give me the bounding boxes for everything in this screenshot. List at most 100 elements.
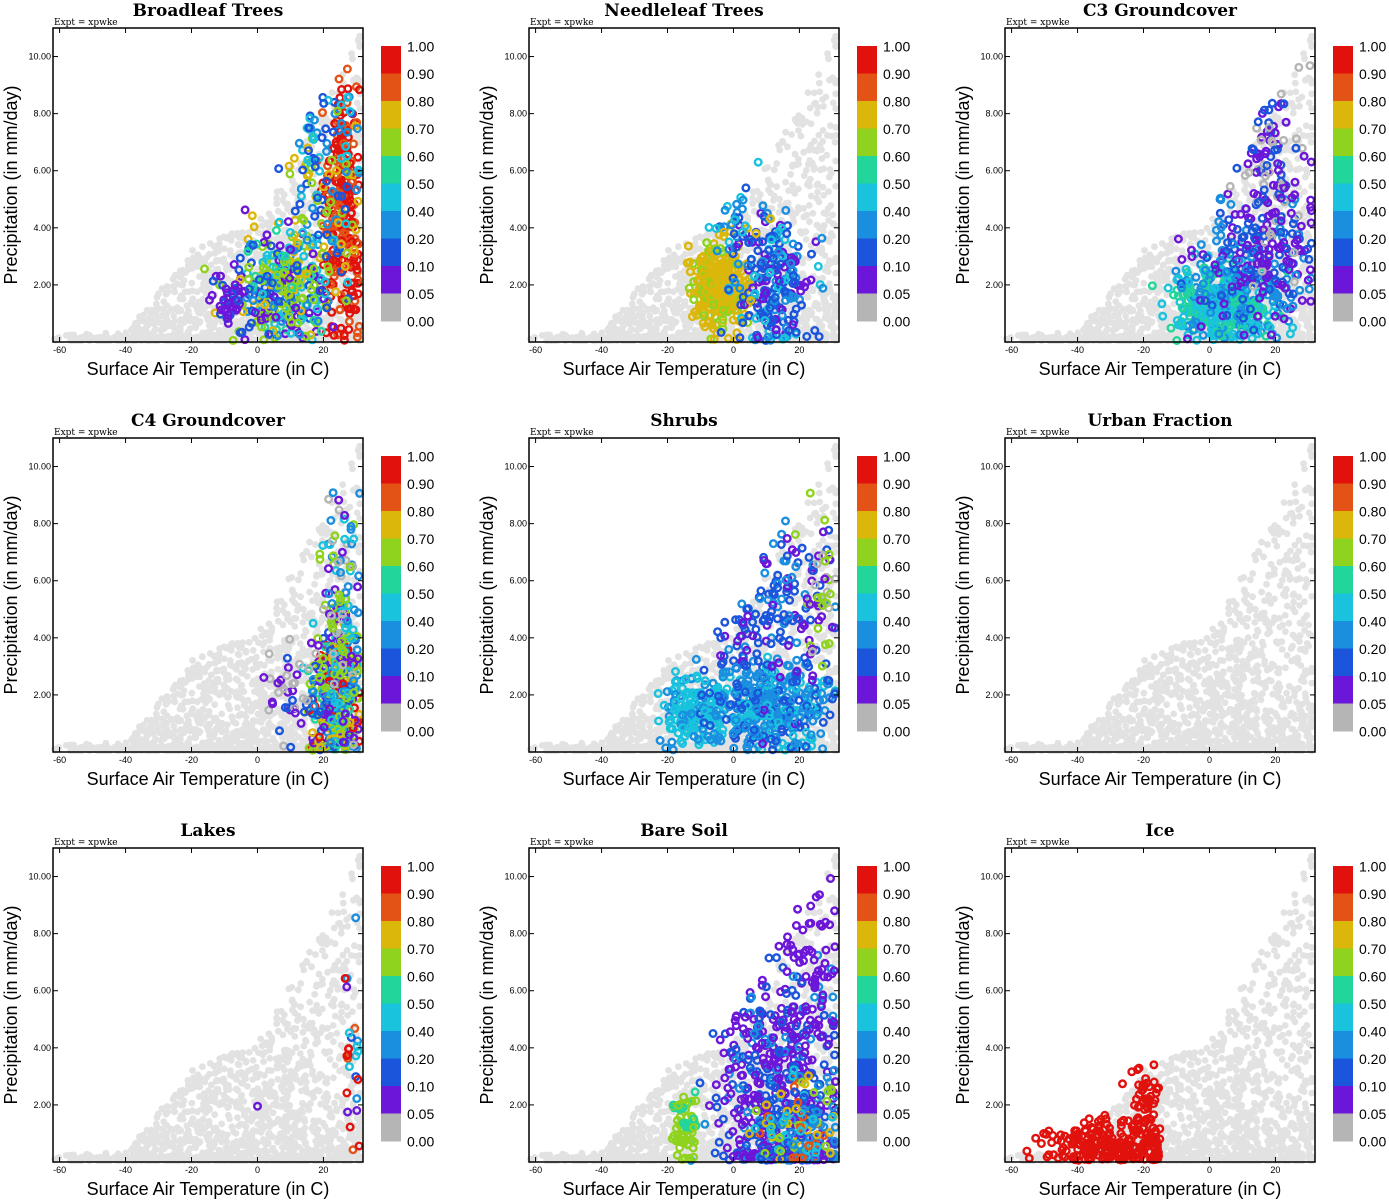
background-point xyxy=(1148,263,1156,271)
background-point xyxy=(666,256,674,264)
background-point xyxy=(744,326,752,334)
colorbar-label: 0.10 xyxy=(883,259,910,275)
colorbar-label: 0.40 xyxy=(407,204,434,220)
background-point xyxy=(173,280,181,287)
background-point xyxy=(1286,165,1294,173)
background-point xyxy=(179,281,187,289)
fraction-point xyxy=(304,308,314,318)
fraction-point xyxy=(322,219,332,229)
background-point xyxy=(252,250,260,258)
colorbar-swatch xyxy=(857,46,877,74)
x-tick-label: -60 xyxy=(53,345,66,355)
background-point xyxy=(1131,295,1139,303)
background-point xyxy=(538,332,546,339)
background-point xyxy=(810,165,818,173)
background-point xyxy=(275,234,283,242)
background-point xyxy=(239,229,247,237)
colorbar-swatch xyxy=(857,266,877,294)
fraction-point xyxy=(271,225,281,235)
fraction-point xyxy=(334,74,344,84)
y-axis-label: Precipitation (in mm/day) xyxy=(1,85,21,284)
background-point xyxy=(642,333,649,341)
background-point xyxy=(660,262,668,270)
background-point xyxy=(1191,229,1199,237)
background-point xyxy=(612,313,619,320)
background-point xyxy=(77,334,85,341)
background-point xyxy=(273,188,281,196)
x-tick-label: 0 xyxy=(255,345,260,355)
colorbar-swatch xyxy=(381,46,401,74)
background-point xyxy=(680,315,688,323)
background-point xyxy=(163,283,171,290)
background-point xyxy=(1308,182,1316,190)
background-point xyxy=(825,173,833,181)
background-point xyxy=(162,290,170,298)
background-point xyxy=(821,252,829,259)
colorbar: 1.000.900.800.700.600.500.400.200.100.05… xyxy=(857,39,910,330)
background-point xyxy=(1296,102,1303,110)
background-point xyxy=(1152,270,1160,278)
background-point xyxy=(71,337,79,344)
background-point xyxy=(825,261,833,269)
background-point xyxy=(356,132,364,139)
fraction-point xyxy=(818,283,828,293)
background-point xyxy=(802,118,810,126)
background-point xyxy=(189,295,197,303)
fraction-point xyxy=(285,169,295,179)
background-point xyxy=(172,271,179,279)
background-point xyxy=(830,36,838,44)
colorbar-label: 0.70 xyxy=(407,121,434,137)
background-point xyxy=(797,132,805,140)
background-point xyxy=(749,188,757,196)
colorbar-label: 0.80 xyxy=(883,94,910,110)
fraction-point xyxy=(352,185,362,195)
background-point xyxy=(629,333,637,341)
colorbar-label: 0.70 xyxy=(883,121,910,137)
colorbar: 1.000.900.800.700.600.500.400.200.100.05… xyxy=(381,39,434,330)
background-point xyxy=(832,132,840,139)
background-point xyxy=(824,50,831,58)
background-point xyxy=(629,317,637,325)
fraction-point xyxy=(342,64,352,74)
colorbar-swatch xyxy=(857,156,877,184)
x-tick-label: -20 xyxy=(661,345,674,355)
colorbar-swatch xyxy=(381,156,401,184)
background-point xyxy=(623,310,631,318)
background-point xyxy=(755,324,763,332)
experiment-label: Expt = xpwke xyxy=(54,18,118,28)
background-point xyxy=(652,323,660,331)
background-point xyxy=(820,296,828,304)
background-point xyxy=(818,155,826,163)
y-tick-label: 6.00 xyxy=(33,166,51,176)
background-point xyxy=(147,310,155,318)
colorbar-label: 0.50 xyxy=(407,176,434,192)
background-point xyxy=(680,300,688,308)
background-point xyxy=(809,209,817,217)
background-point xyxy=(635,311,643,318)
background-point xyxy=(177,307,185,315)
background-point xyxy=(328,89,336,96)
background-point xyxy=(773,183,780,191)
background-point xyxy=(257,215,265,223)
colorbar-label: 0.10 xyxy=(407,259,434,275)
background-point xyxy=(820,222,828,230)
background-point xyxy=(819,137,827,145)
background-point xyxy=(660,288,668,296)
background-point xyxy=(210,243,218,250)
background-point xyxy=(202,281,210,288)
background-point xyxy=(828,320,836,327)
background-point xyxy=(207,261,215,269)
background-point xyxy=(1302,76,1309,84)
background-point xyxy=(826,166,834,173)
background-point xyxy=(1180,230,1188,237)
background-point xyxy=(810,89,818,97)
background-point xyxy=(179,295,187,303)
fraction-point xyxy=(274,164,284,174)
background-point xyxy=(220,255,228,263)
fraction-point xyxy=(298,165,308,175)
background-point xyxy=(159,321,167,329)
background-point xyxy=(809,287,817,295)
background-point xyxy=(770,197,777,204)
colorbar-label: 0.05 xyxy=(407,286,434,302)
